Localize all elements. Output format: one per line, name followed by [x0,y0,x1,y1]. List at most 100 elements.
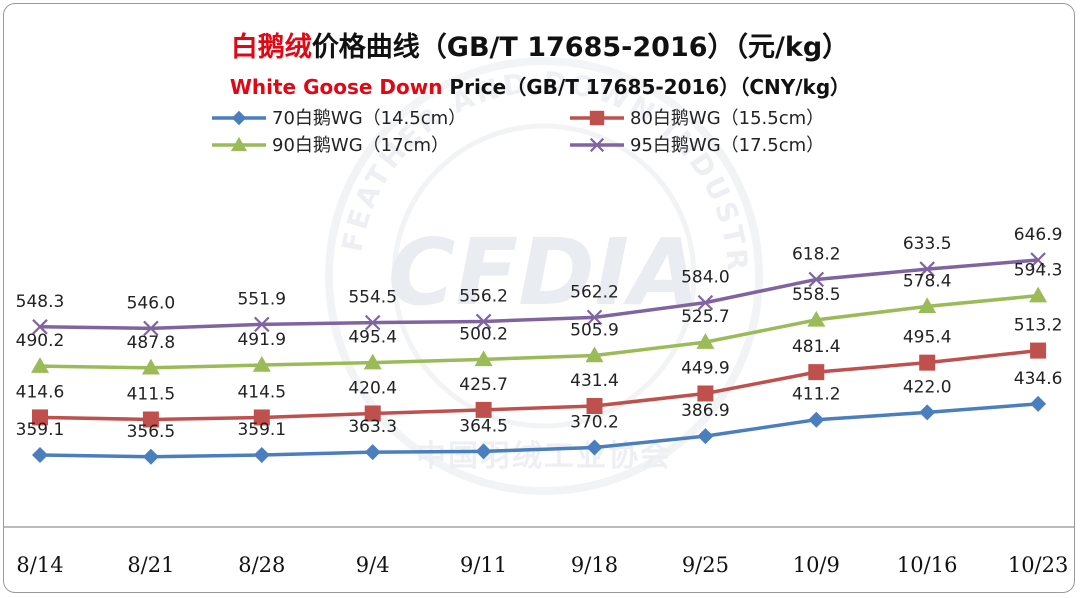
series-95-point [254,316,270,333]
series-95-data-label: 633.5 [903,234,952,254]
series-80-data-label: 420.4 [348,378,397,398]
series-70-point [808,411,825,428]
legend-swatch-marker [231,110,247,126]
series-80-data-label: 481.4 [792,337,841,357]
series-90 [31,286,1048,375]
x-tick-label: 10/16 [897,553,958,577]
series-80-point [364,405,381,422]
chart-title-rest: 价格曲线（GB/T 17685-2016）（元/kg） [312,32,849,63]
series-70-data-label: 386.9 [681,401,730,421]
legend-item-90-label: 90白鹅WG（17cm） [272,135,449,156]
series-95-point [808,271,825,288]
series-90-data-label: 578.4 [903,271,952,291]
series-95-data-label: 551.9 [237,289,286,309]
series-70-point [364,444,381,461]
series-90-point [474,350,493,367]
series-95-data-label: 618.2 [792,244,841,264]
series-70-data-label: 422.0 [903,377,952,397]
legend-swatch-marker [589,137,605,153]
series-95-point [1030,252,1046,268]
legend-item-70-label: 70白鹅WG（14.5cm） [272,108,466,129]
series-70-data-label: 411.2 [792,385,841,405]
series-70-data-label: 356.5 [127,422,176,442]
series-95-point [364,314,381,331]
chart-subtitle: White Goose Down Price（GB/T 17685-2016）（… [230,75,850,99]
series-80-point [32,409,48,426]
series-90-point [918,297,937,314]
series-90-data-label: 594.3 [1014,261,1063,281]
series-80-data-label: 425.7 [459,375,508,395]
series-80-data-label: 414.5 [237,382,286,402]
series-70-point [586,439,603,456]
series-80-point [808,364,825,381]
series-90-data-label: 558.5 [792,285,841,305]
chart-subtitle-rest: Price（GB/T 17685-2016）（CNY/kg） [442,75,850,99]
series-95-point [586,309,603,326]
series-90-data-label: 525.7 [681,307,730,327]
x-tick-label: 9/4 [356,553,390,577]
legend-item-90: 90白鹅WG（17cm） [212,135,449,156]
legend-item-80: 80白鹅WG（15.5cm） [570,108,824,129]
series-90-data-label: 500.2 [459,324,508,344]
watermark-logo-text: CFDIA [388,219,700,326]
series-90-point [807,310,826,327]
series-80-data-label: 513.2 [1014,316,1063,336]
series-90-point [363,353,382,370]
legend-item-95-label: 95白鹅WG（17.5cm） [630,135,824,156]
series-90-point [252,356,271,372]
series-80 [32,342,1047,428]
series-95-data-label: 556.2 [459,286,508,306]
series-95-point [919,261,935,277]
series-90-point [31,357,49,373]
x-tick-label: 9/11 [460,553,507,577]
x-tick-label: 10/23 [1008,553,1069,577]
chart-frame: FEATHER AND DOWN INDUSTRIAL ASSOCIATION … [3,3,1075,593]
chart-title-highlight: 白鹅绒 [231,31,312,63]
series-70-data-label: 364.5 [459,416,508,436]
series-90-data-label: 487.8 [127,333,176,353]
legend-swatch-marker [589,110,605,126]
series-layer [31,252,1048,465]
x-tick-label: 8/14 [16,553,63,577]
x-tick-label: 8/21 [127,553,174,577]
series-90-data-label: 495.4 [348,328,397,348]
series-90-point [585,346,604,363]
series-70-point [919,404,936,421]
series-95 [32,252,1046,337]
legend-swatch-marker [230,136,248,152]
series-95-data-label: 646.9 [1014,225,1063,245]
series-95-point [32,319,48,335]
series-90-point [696,333,715,349]
x-tick-label: 10/9 [793,553,840,577]
chart-subtitle-highlight: White Goose Down [230,75,443,99]
series-95-data-label: 546.0 [127,293,176,313]
series-90-data-label: 490.2 [16,331,65,351]
series-70-point [1030,395,1047,412]
series-70-data-label: 359.1 [237,420,286,440]
series-95-point [143,320,159,337]
x-tick-label: 9/18 [571,553,618,577]
x-tick-label: 9/25 [682,553,729,577]
series-70-point [475,443,492,460]
series-80-data-label: 449.9 [681,358,730,378]
series-80-data-label: 414.6 [16,382,65,402]
legend: 70白鹅WG（14.5cm） 80白鹅WG（15.5cm） 90白鹅WG（17cm）… [212,108,824,156]
series-70-data-label: 359.1 [16,420,65,440]
series-70-data-label: 363.3 [348,417,397,437]
series-80-point [697,385,714,402]
series-70-data-label: 434.6 [1014,369,1063,389]
series-90-data-label: 491.9 [237,330,286,350]
series-90-point [1029,286,1048,303]
chart-title: 白鹅绒价格曲线（GB/T 17685-2016）（元/kg） [231,31,849,63]
series-70-point [32,447,48,463]
series-70-data-label: 370.2 [570,412,619,432]
series-80-data-label: 411.5 [127,384,176,404]
series-80-line [39,348,1039,422]
series-95-point [697,294,714,311]
series-95-line [39,258,1039,331]
series-95-point [475,313,492,330]
series-95-data-label: 584.0 [681,268,730,288]
series-80-data-label: 495.4 [903,328,952,348]
series-70 [32,395,1047,465]
series-70-point [697,428,714,445]
